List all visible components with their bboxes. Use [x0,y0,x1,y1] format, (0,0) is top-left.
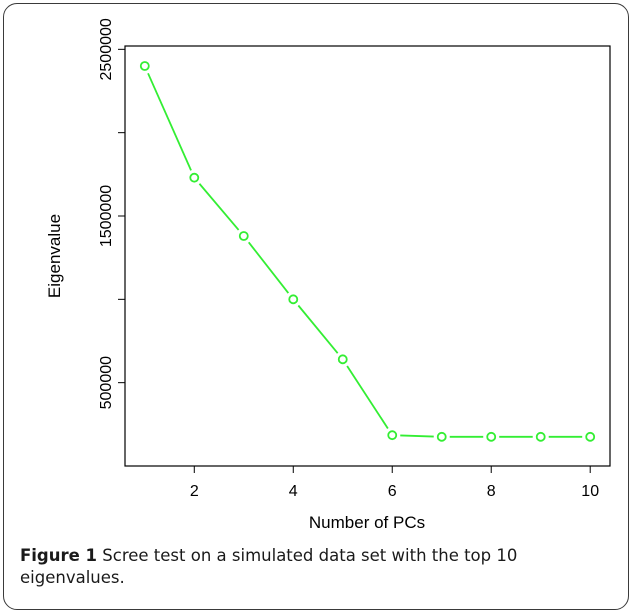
y-tick-label: 500000 [98,356,115,409]
x-tick-label: 4 [289,483,298,500]
caption-label: Figure 1 [20,546,98,565]
series-segment [297,304,339,354]
figure-caption: Figure 1 Scree test on a simulated data … [20,545,600,589]
figure-frame [3,3,629,610]
data-point [238,231,249,241]
y-tick-label: 2500000 [98,18,115,80]
x-tick-label: 2 [190,483,199,500]
series-segment [400,434,434,438]
series-line [139,61,596,442]
y-axis: 500000 1500000 2500000 [98,18,125,409]
x-tick-label: 10 [581,483,599,500]
series-segment [247,241,290,294]
data-point [387,430,398,441]
data-point [337,354,348,365]
scree-plot: 2 4 6 8 10 500000 1500000 2500000 Number of PC… [45,18,611,532]
caption-text: Scree test on a simulated data set with … [20,546,518,587]
data-point [436,431,447,442]
series-segment [198,183,240,231]
data-point [288,294,299,305]
x-tick-label: 8 [487,483,496,500]
series-segment [346,365,389,429]
plot-area [124,45,611,467]
data-point [535,431,546,442]
x-tick-label: 6 [388,483,397,500]
x-axis-title: Number of PCs [309,513,425,532]
data-point [585,431,596,442]
data-point [486,431,497,442]
x-axis: 2 4 6 8 10 [190,466,599,500]
data-point [189,172,200,183]
series-segment [147,72,192,171]
y-tick-label: 1500000 [98,185,115,247]
y-axis-title: Eigenvalue [45,214,64,298]
data-point [139,61,150,71]
